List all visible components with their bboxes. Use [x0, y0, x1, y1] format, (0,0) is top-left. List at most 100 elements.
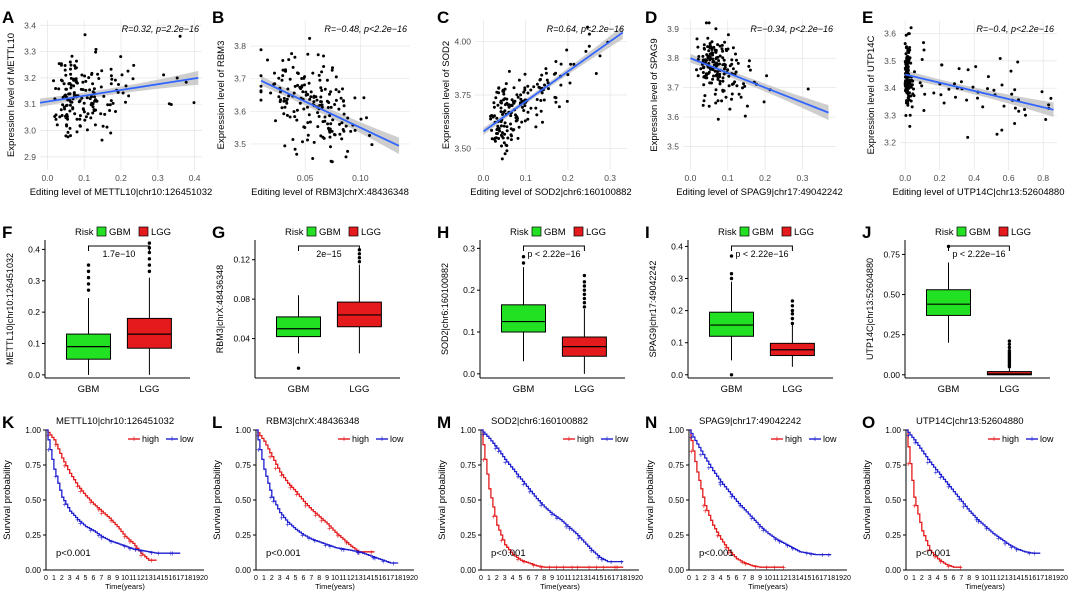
scatter-point: [506, 136, 510, 140]
scatter-point: [541, 120, 544, 124]
censor-mark: +: [594, 563, 599, 572]
y-axis-label: Survival probability: [437, 460, 448, 540]
censor-mark: +: [689, 433, 694, 442]
censor-mark: +: [342, 545, 347, 554]
censor-mark: +: [946, 562, 951, 571]
censor-mark: +: [373, 554, 378, 563]
legend-title: Risk: [718, 227, 737, 238]
scatter-point: [553, 95, 557, 99]
scatter-point: [500, 144, 503, 148]
scatter-point: [68, 103, 72, 107]
scatter-point: [748, 68, 752, 72]
scatter-point: [489, 114, 492, 118]
panel-m: M0.000.250.500.751.000 1 2 3 4 5 6 7 8 9 10 11 12 13 1…: [437, 413, 643, 591]
scatter-point: [502, 98, 505, 102]
outlier-point: [729, 271, 734, 276]
y-tick-label: 0.00: [885, 566, 901, 575]
scatter-point: [65, 87, 68, 91]
y-axis-label: Survival probability: [645, 460, 656, 540]
scatter-point: [502, 92, 506, 96]
scatter-point: [102, 94, 106, 98]
censor-mark: +: [522, 558, 527, 567]
censor-mark: +: [97, 505, 102, 514]
censor-mark: +: [609, 558, 614, 567]
x-tick-label: 4: [76, 575, 80, 582]
censor-mark: +: [371, 553, 376, 562]
scatter-point: [65, 123, 68, 127]
censor-mark: +: [785, 542, 790, 551]
scatter-point: [907, 58, 911, 61]
survival-curve-low: [689, 429, 832, 556]
x-tick-label: 18: [184, 575, 192, 582]
scatter-point: [523, 119, 527, 123]
censor-mark: +: [958, 563, 963, 572]
censor-mark: +: [496, 447, 501, 456]
x-tick-label: LGG: [139, 384, 159, 395]
scatter-point: [709, 57, 713, 61]
outlier-point: [729, 254, 734, 258]
legend-swatch: [781, 226, 792, 237]
legend-swatch: [348, 226, 359, 237]
y-tick-label: 0.2: [463, 285, 475, 295]
panel-letter: M: [437, 413, 451, 432]
legend-label: high: [577, 434, 594, 444]
scatter-point: [91, 102, 95, 106]
scatter-point: [702, 83, 706, 87]
x-tick-label: 8: [107, 575, 111, 582]
scatter-point: [342, 104, 346, 108]
scatter-point: [330, 68, 334, 72]
scatter-point: [280, 106, 284, 110]
scatter-point: [316, 53, 320, 57]
scatter-point: [277, 95, 281, 99]
scatter-point: [507, 103, 511, 107]
scatter-point: [535, 113, 539, 117]
scatter-point: [907, 94, 911, 98]
scatter-point: [301, 140, 304, 144]
censor-mark: +: [575, 563, 580, 572]
scatter-point: [959, 80, 963, 84]
y-axis-label: UTP14C|chr13:52604880: [865, 258, 875, 360]
scatter-point: [499, 106, 503, 110]
legend-label: high: [142, 434, 159, 444]
scatter-point: [68, 126, 72, 130]
scatter-point: [293, 115, 297, 119]
scatter-point: [735, 58, 738, 62]
censor-mark: +: [300, 531, 305, 540]
scatter-point: [495, 128, 499, 132]
outlier-point: [729, 276, 734, 281]
scatter-point: [543, 83, 546, 87]
plot-title: UTP14C|chr13:52604880: [916, 416, 1024, 427]
scatter-point: [728, 107, 732, 111]
y-axis-label: Expression level of UTP14C: [866, 35, 877, 154]
censor-mark: +: [961, 502, 966, 511]
scatter-point: [330, 160, 334, 164]
censor-mark: +: [313, 511, 318, 520]
scatter-point: [705, 58, 708, 62]
scatter-point: [326, 122, 330, 126]
x-tick-label: 7: [99, 575, 103, 582]
scatter-point: [77, 100, 81, 104]
p-value-label: p < 2.22e−16: [735, 249, 788, 259]
scatter-point: [1010, 92, 1014, 96]
x-tick-label: 11: [339, 575, 346, 582]
scatter-point: [922, 41, 925, 45]
scatter-point: [539, 109, 543, 113]
scatter-point: [716, 70, 720, 74]
scatter-point: [721, 56, 725, 60]
scatter-point: [702, 46, 706, 50]
scatter-point: [707, 104, 711, 108]
y-tick-label: 3.8: [234, 41, 246, 51]
scatter-point: [55, 123, 59, 127]
scatter-point: [328, 114, 332, 118]
censor-mark: +: [149, 556, 154, 565]
y-tick-label: 0.50: [235, 496, 251, 505]
y-tick-label: 3.6: [884, 29, 896, 39]
scatter-point: [281, 74, 285, 78]
censor-mark: +: [294, 490, 299, 499]
scatter-point: [974, 65, 978, 69]
scatter-point: [554, 60, 558, 63]
scatter-point: [923, 92, 927, 96]
censor-mark: +: [957, 495, 962, 504]
censor-mark: +: [1009, 543, 1014, 552]
scatter-point: [702, 65, 706, 69]
